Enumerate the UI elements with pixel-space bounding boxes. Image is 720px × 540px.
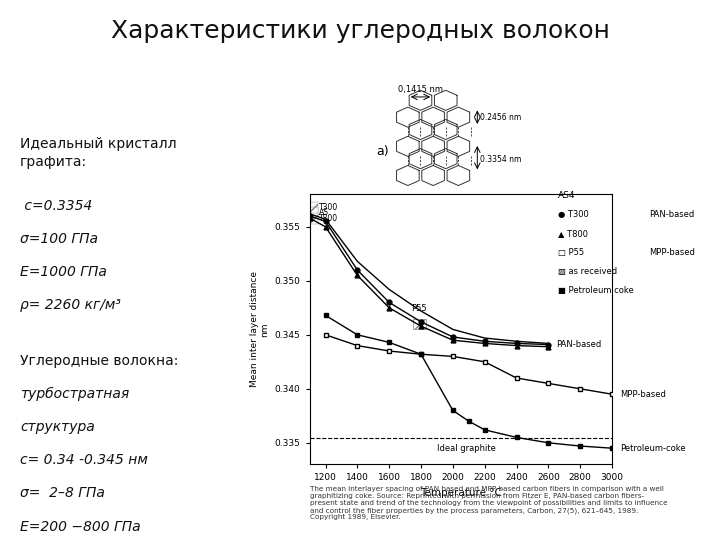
- Line: T300: T300: [307, 213, 551, 347]
- P55: [480, 359, 489, 365]
- P55: [321, 332, 330, 338]
- Petroleum coke: [544, 440, 553, 446]
- Text: ■ Petroleum coke: ■ Petroleum coke: [557, 286, 634, 295]
- Text: Petroleum-coke: Petroleum-coke: [620, 444, 685, 453]
- Text: □ P55: □ P55: [557, 248, 584, 258]
- Text: a): a): [377, 145, 389, 158]
- P55: [417, 351, 426, 357]
- P55: [576, 386, 585, 392]
- T800: [512, 342, 521, 349]
- Text: 0,1415 nm: 0,1415 nm: [398, 85, 443, 94]
- T800: [544, 343, 553, 350]
- T300: [417, 319, 426, 325]
- T800: [321, 224, 330, 230]
- Petroleum coke: [608, 445, 616, 451]
- Text: AS4: AS4: [557, 191, 575, 200]
- Petroleum coke: [464, 418, 473, 424]
- P55: [512, 375, 521, 381]
- Petroleum coke: [576, 443, 585, 449]
- Line: P55: P55: [323, 332, 614, 397]
- Text: MPP-based: MPP-based: [649, 248, 696, 258]
- Petroleum coke: [385, 339, 394, 346]
- Text: ● T300: ● T300: [557, 211, 588, 219]
- T300: [449, 334, 457, 340]
- P55: [608, 391, 616, 397]
- T300: [544, 341, 553, 348]
- Line: Petroleum coke: Petroleum coke: [323, 313, 614, 451]
- Text: структура: структура: [20, 420, 95, 434]
- Text: σ=100 ГПа: σ=100 ГПа: [20, 232, 98, 246]
- Line: T800: T800: [307, 215, 551, 349]
- P55: [544, 380, 553, 387]
- Petroleum coke: [449, 407, 457, 414]
- T800: [449, 337, 457, 343]
- Petroleum coke: [480, 427, 489, 433]
- Text: c= 0.34 -0.345 нм: c= 0.34 -0.345 нм: [20, 453, 148, 467]
- Text: T300: T300: [319, 203, 338, 212]
- P55: [385, 348, 394, 354]
- Text: σ=  2–8 ГПа: σ= 2–8 ГПа: [20, 487, 105, 501]
- T800: [480, 340, 489, 347]
- Bar: [310, 202, 318, 213]
- Petroleum coke: [321, 312, 330, 319]
- Bar: [310, 207, 318, 218]
- Bar: [310, 213, 318, 224]
- Text: ▨ as received: ▨ as received: [557, 267, 617, 276]
- Text: Идеальный кристалл
графита:: Идеальный кристалл графита:: [20, 137, 177, 169]
- Text: T800: T800: [319, 214, 338, 222]
- Petroleum coke: [353, 332, 361, 338]
- Text: c=0.3354: c=0.3354: [20, 199, 93, 213]
- T300: [305, 213, 314, 219]
- Text: 0.3354 nm: 0.3354 nm: [480, 155, 522, 164]
- T300: [512, 340, 521, 347]
- T800: [305, 215, 314, 221]
- Text: MPP-based: MPP-based: [620, 390, 666, 399]
- Text: PAN-based: PAN-based: [557, 340, 601, 349]
- Text: E=200 −800 ГПа: E=200 −800 ГПа: [20, 519, 141, 534]
- Text: ρ= 2260 кг/м³: ρ= 2260 кг/м³: [20, 298, 121, 312]
- P55: [353, 342, 361, 349]
- Text: AS: AS: [319, 208, 329, 217]
- Text: Характеристики углеродных волокон: Характеристики углеродных волокон: [111, 19, 609, 43]
- X-axis label: Temperature °C: Temperature °C: [420, 488, 502, 498]
- T300: [480, 338, 489, 345]
- P55: [449, 353, 457, 360]
- Text: Углеродные волокна:: Углеродные волокна:: [20, 354, 179, 368]
- T800: [417, 323, 426, 329]
- Text: P55: P55: [412, 304, 427, 313]
- Y-axis label: Mean inter layer distance
nm: Mean inter layer distance nm: [250, 272, 269, 387]
- Petroleum coke: [512, 434, 521, 441]
- Text: The mean interlayer spacing of PAN based and MPP based carbon fibers in comparis: The mean interlayer spacing of PAN based…: [310, 486, 667, 521]
- Text: турбостратная: турбостратная: [20, 387, 130, 401]
- Petroleum coke: [417, 351, 426, 357]
- T300: [385, 299, 394, 306]
- Text: Ideal graphite: Ideal graphite: [437, 444, 496, 453]
- Text: PAN-based: PAN-based: [649, 211, 695, 219]
- Text: ▲ T800: ▲ T800: [557, 230, 588, 238]
- T800: [385, 305, 394, 311]
- T300: [321, 218, 330, 225]
- Text: E=1000 ГПа: E=1000 ГПа: [20, 265, 107, 279]
- T300: [353, 267, 361, 273]
- Bar: [413, 319, 426, 329]
- Text: 0.2456 nm: 0.2456 nm: [480, 113, 522, 122]
- T800: [353, 272, 361, 279]
